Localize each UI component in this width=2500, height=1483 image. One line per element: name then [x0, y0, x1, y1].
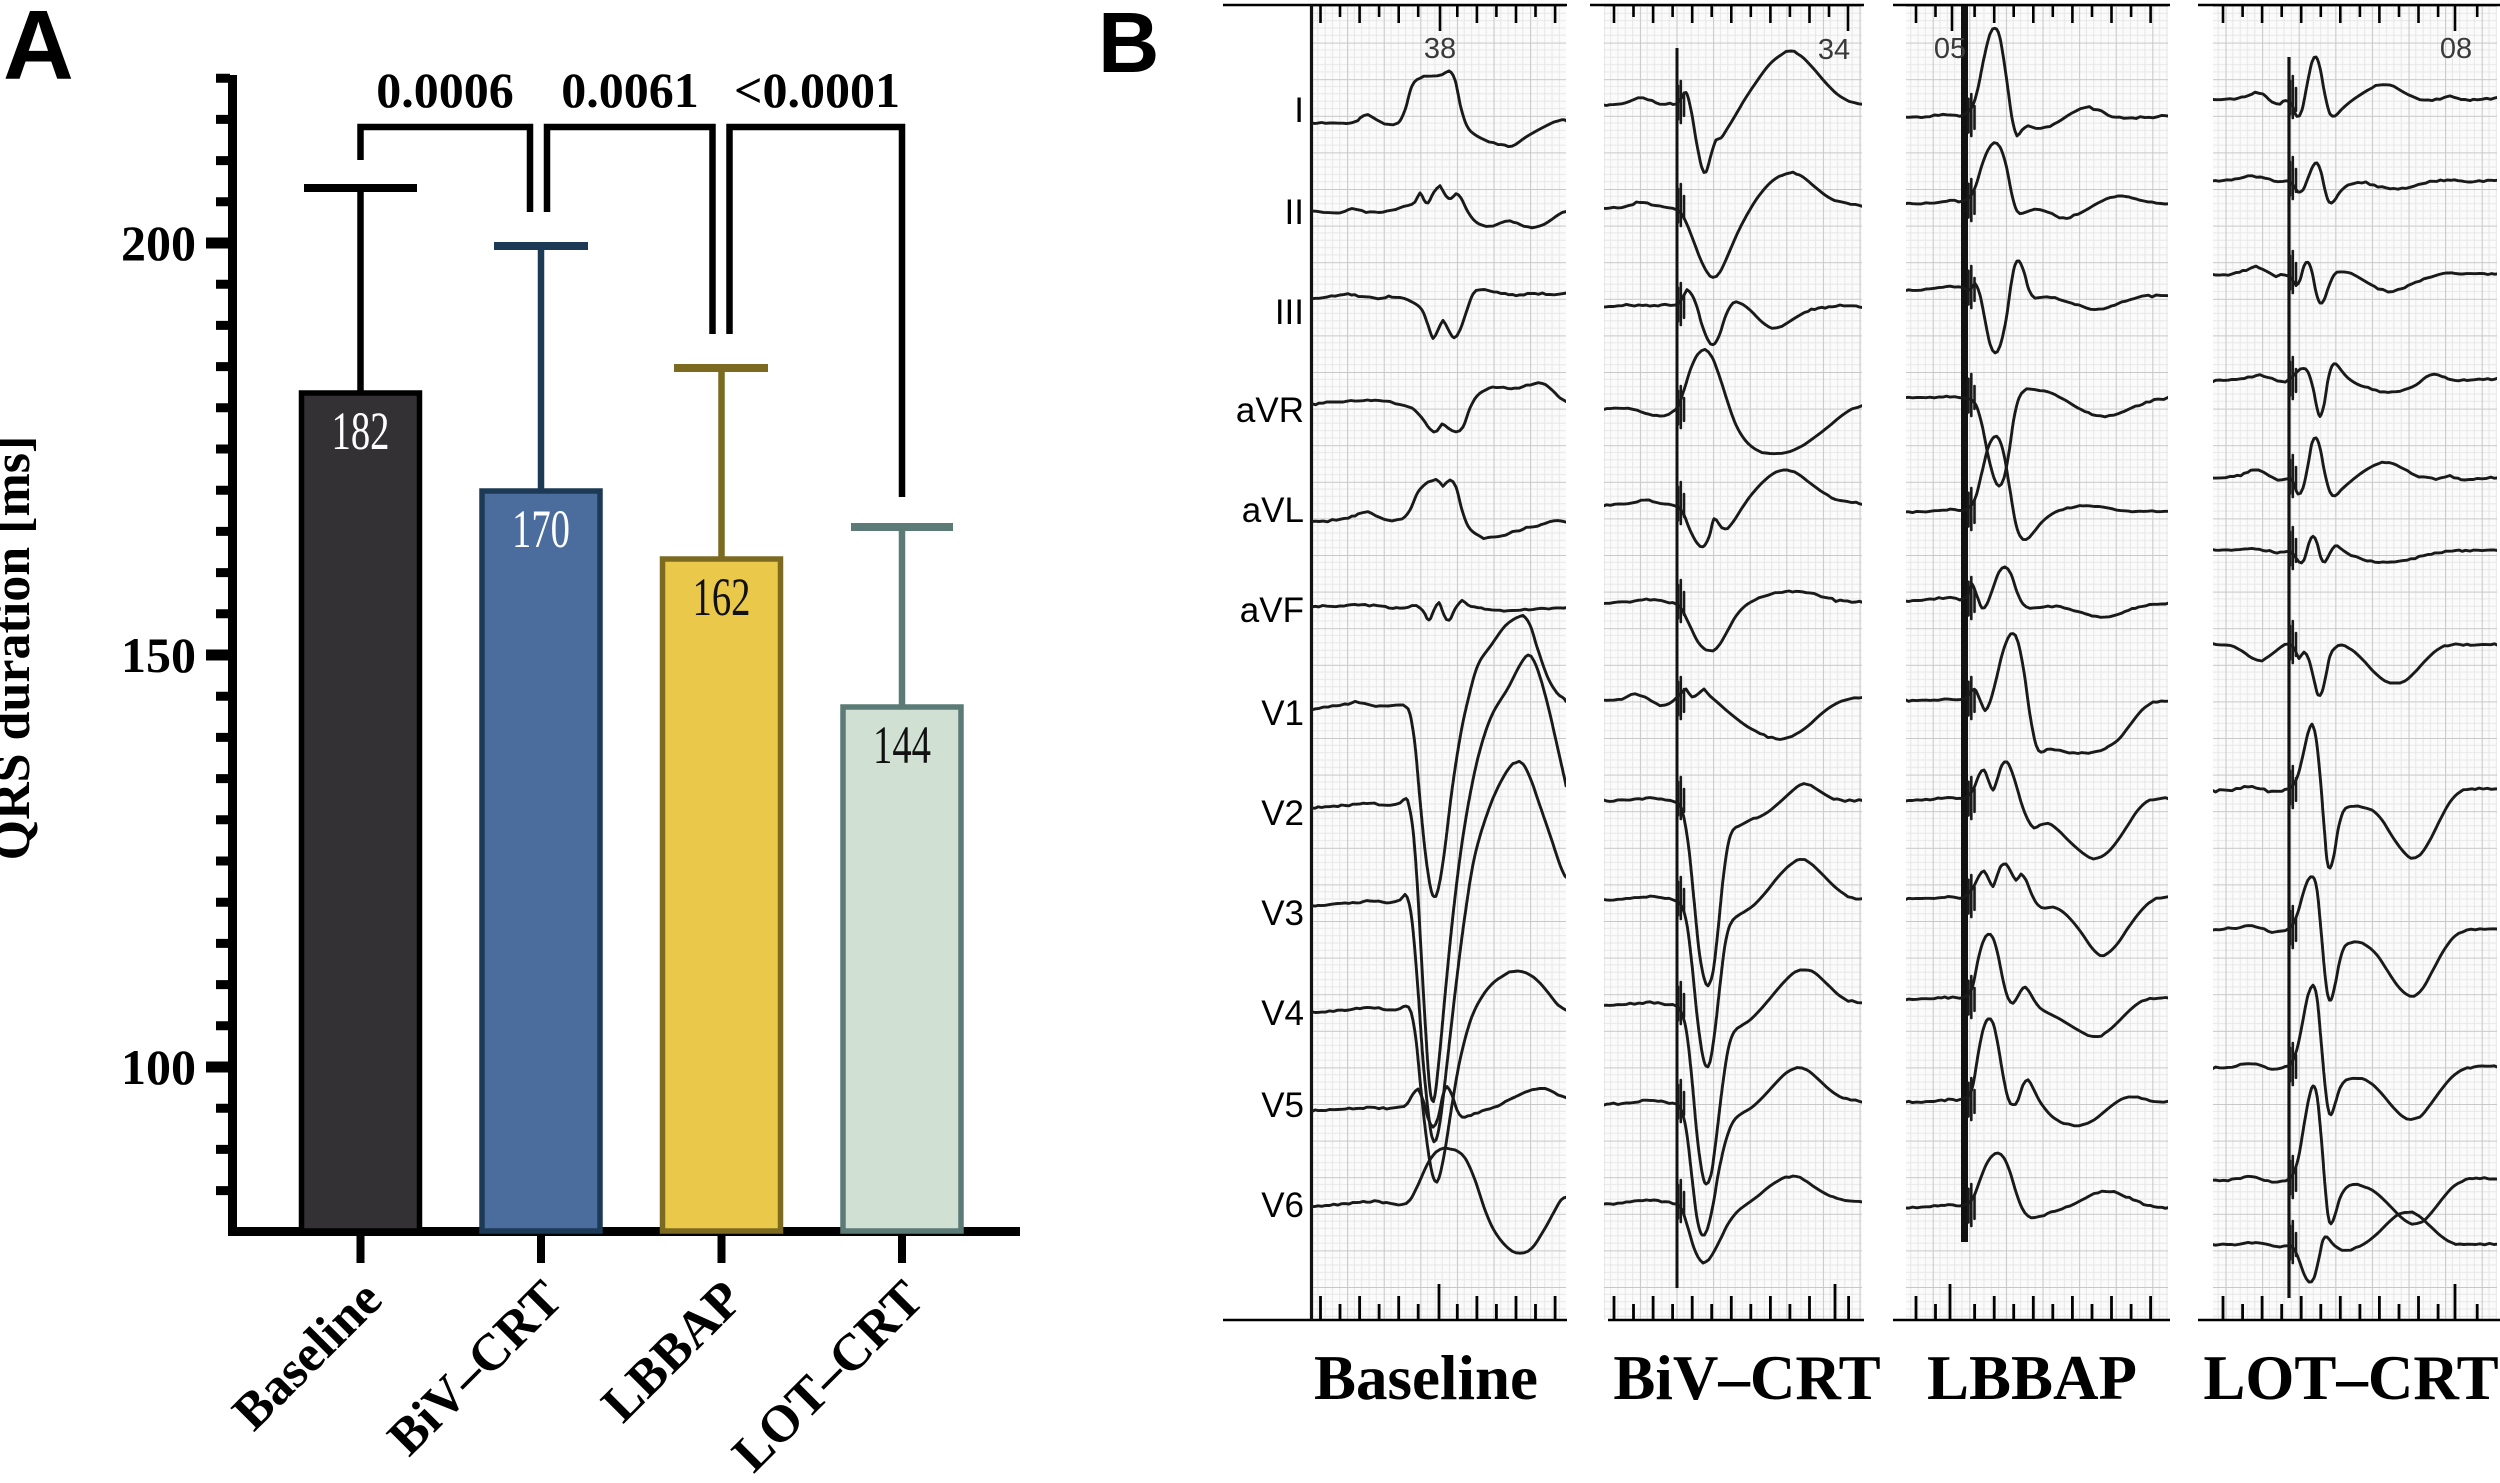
- svg-text:05: 05: [1934, 33, 1966, 65]
- svg-text:V6: V6: [1261, 1186, 1304, 1225]
- svg-text:100: 100: [121, 1039, 196, 1095]
- svg-text:V4: V4: [1261, 994, 1304, 1033]
- svg-text:0.0006: 0.0006: [376, 62, 514, 118]
- svg-text:0.0061: 0.0061: [561, 62, 699, 118]
- svg-text:LBBAP: LBBAP: [1927, 1343, 2137, 1413]
- svg-text:150: 150: [121, 627, 196, 683]
- svg-text:B: B: [1098, 0, 1159, 91]
- svg-text:162: 162: [693, 567, 751, 627]
- svg-text:QRS duration [ms]: QRS duration [ms]: [0, 436, 41, 861]
- svg-text:BiV–CRT: BiV–CRT: [1613, 1343, 1880, 1413]
- svg-text:II: II: [1285, 193, 1304, 232]
- svg-text:<0.0001: <0.0001: [734, 62, 900, 118]
- svg-text:I: I: [1294, 91, 1304, 130]
- svg-text:144: 144: [873, 715, 931, 775]
- svg-text:200: 200: [121, 215, 196, 271]
- svg-text:V1: V1: [1261, 694, 1304, 733]
- svg-text:38: 38: [1424, 33, 1456, 65]
- svg-text:08: 08: [2440, 33, 2472, 65]
- svg-text:III: III: [1275, 293, 1304, 332]
- svg-text:170: 170: [512, 499, 570, 559]
- svg-text:V2: V2: [1261, 794, 1304, 833]
- svg-text:A: A: [3, 0, 74, 100]
- svg-text:34: 34: [1818, 34, 1850, 66]
- svg-text:LOT–CRT: LOT–CRT: [2203, 1343, 2498, 1413]
- svg-text:182: 182: [332, 401, 390, 461]
- svg-text:V3: V3: [1261, 894, 1304, 933]
- svg-text:aVL: aVL: [1242, 491, 1304, 530]
- svg-text:aVF: aVF: [1240, 591, 1304, 630]
- svg-text:Baseline: Baseline: [1314, 1343, 1538, 1413]
- svg-text:V5: V5: [1261, 1086, 1304, 1125]
- svg-text:aVR: aVR: [1236, 391, 1304, 430]
